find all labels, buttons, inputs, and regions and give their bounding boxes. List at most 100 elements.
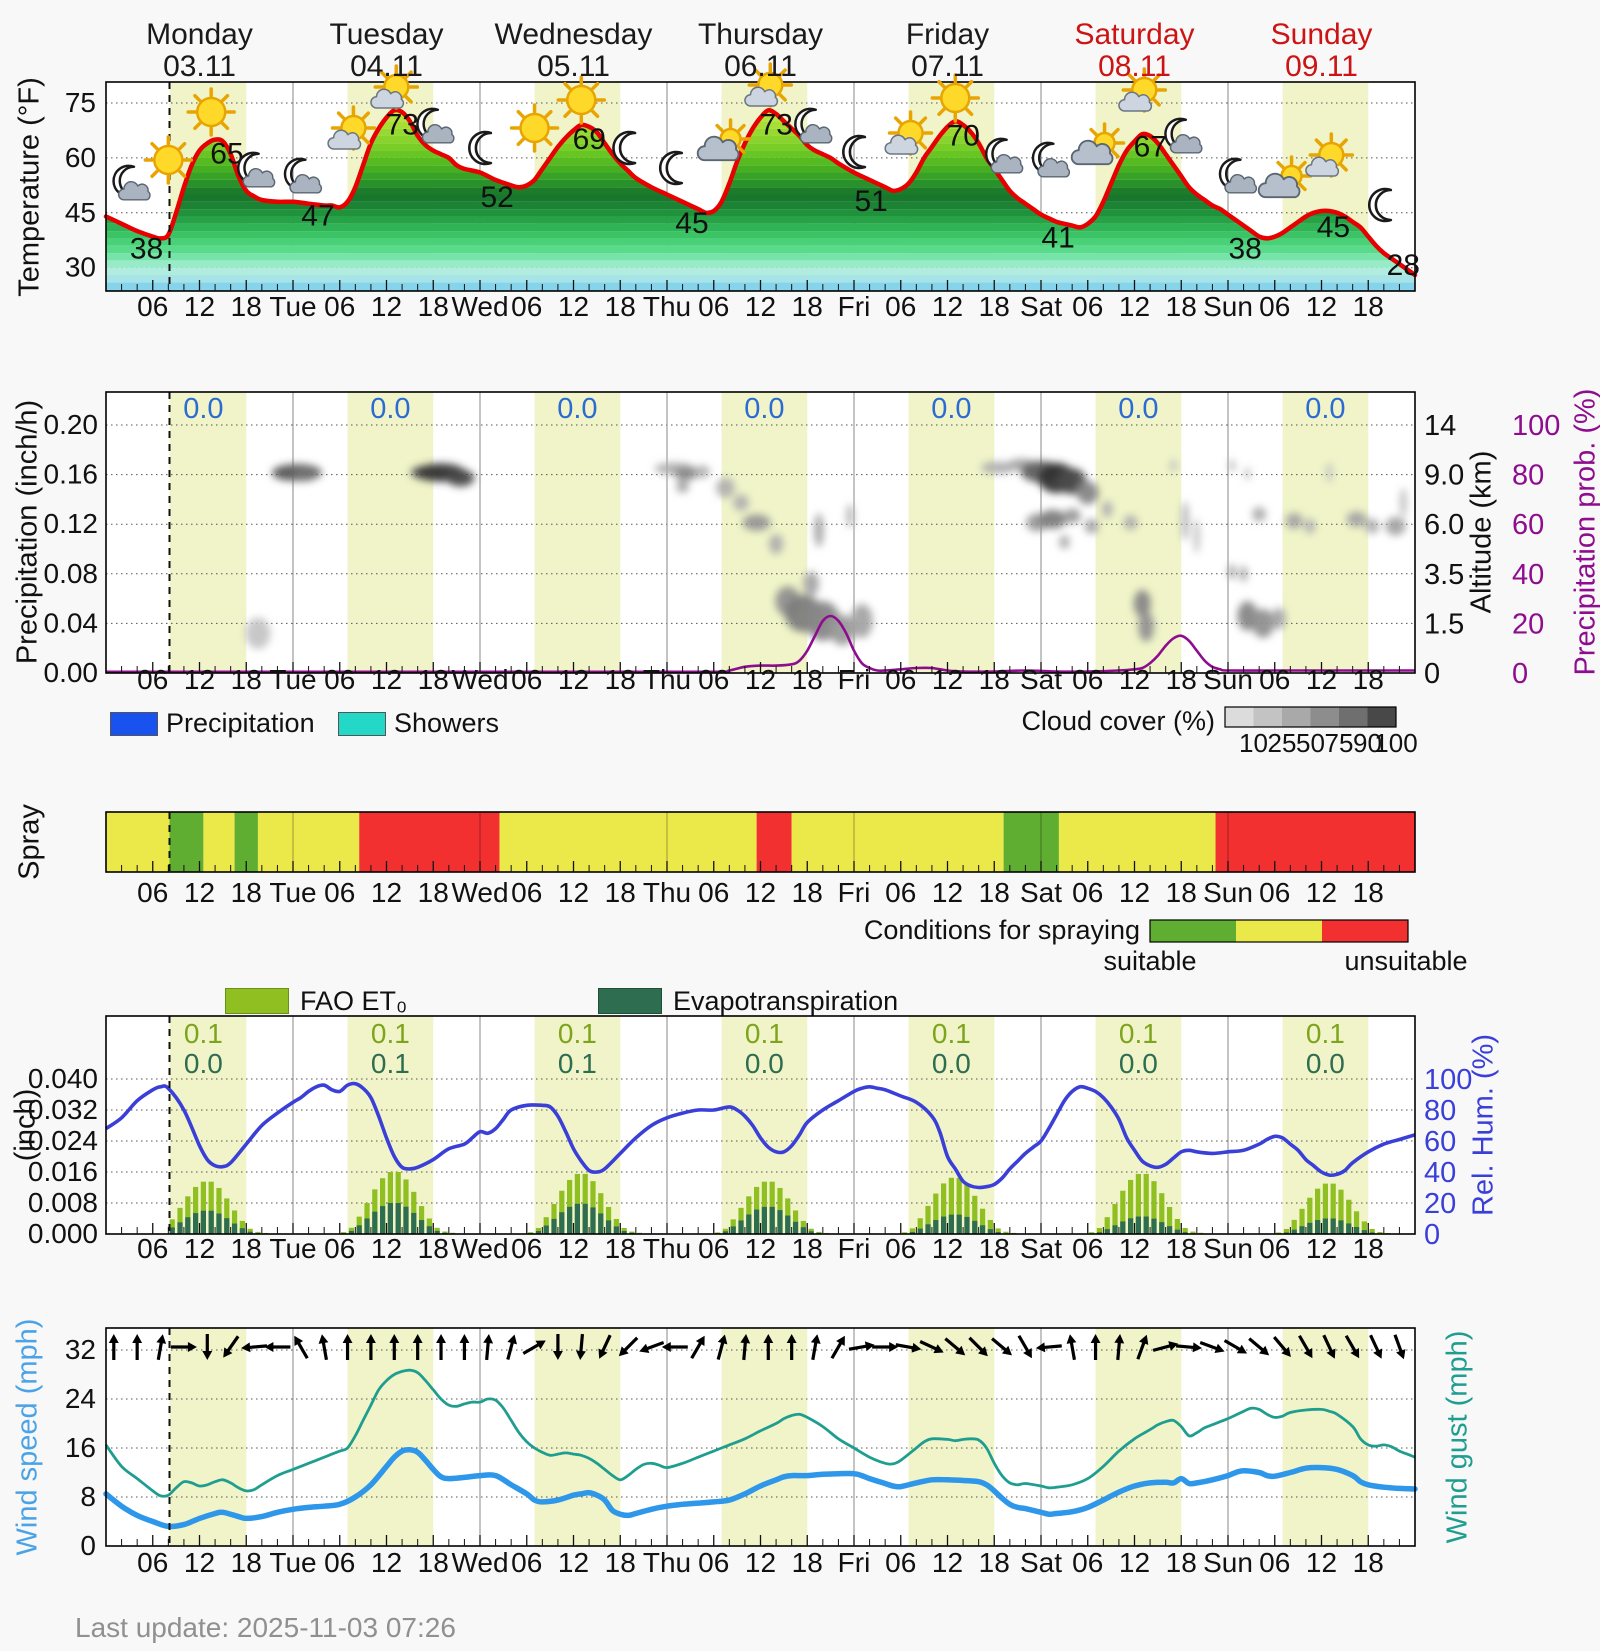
svg-text:0.1: 0.1 — [1119, 1018, 1158, 1049]
svg-text:Sun: Sun — [1203, 1233, 1253, 1264]
svg-text:45: 45 — [65, 197, 96, 228]
svg-text:06: 06 — [885, 1233, 916, 1264]
svg-text:0.20: 0.20 — [44, 409, 99, 440]
svg-text:18: 18 — [1166, 664, 1197, 695]
sun-cloud-icon — [884, 110, 934, 156]
svg-text:0.0: 0.0 — [1119, 1048, 1158, 1079]
svg-text:12: 12 — [1306, 1233, 1337, 1264]
svg-text:06: 06 — [511, 1547, 542, 1578]
svg-text:Thu: Thu — [643, 877, 691, 908]
svg-text:80: 80 — [1424, 1095, 1456, 1127]
svg-text:Thursday: Thursday — [698, 18, 823, 51]
svg-text:18: 18 — [605, 1547, 636, 1578]
sun-cloud-icon — [370, 64, 420, 110]
svg-text:0.04: 0.04 — [44, 607, 99, 638]
moon-cloud-icon — [283, 157, 323, 194]
svg-text:Fri: Fri — [838, 1233, 871, 1264]
svg-text:0: 0 — [1424, 658, 1440, 690]
moon-icon — [468, 130, 493, 166]
svg-text:0: 0 — [1424, 1219, 1440, 1251]
svg-text:51: 51 — [854, 185, 887, 218]
rel-hum-axis-title: Rel. Hum. (%) — [1467, 1033, 1500, 1217]
svg-text:0.0: 0.0 — [370, 393, 410, 425]
svg-text:12: 12 — [932, 1233, 963, 1264]
svg-text:18: 18 — [1353, 1233, 1384, 1264]
spray-segment-green — [1003, 812, 1059, 872]
svg-text:18: 18 — [792, 664, 823, 695]
svg-text:12: 12 — [1119, 291, 1150, 322]
svg-text:Wed: Wed — [451, 1547, 508, 1578]
svg-text:06.11: 06.11 — [724, 50, 797, 83]
svg-text:12: 12 — [558, 1233, 589, 1264]
svg-text:3.5: 3.5 — [1424, 559, 1464, 591]
svg-text:0.1: 0.1 — [371, 1048, 410, 1079]
fao-et0-legend-label: FAO ET₀ — [300, 986, 408, 1016]
svg-text:60: 60 — [1512, 509, 1544, 541]
wind-speed-axis-title: Wind speed (mph) — [11, 1318, 44, 1556]
precipitation-legend-label: Precipitation — [166, 708, 315, 738]
svg-text:06: 06 — [1259, 664, 1290, 695]
spray-segment-red — [359, 812, 500, 872]
svg-text:18: 18 — [1353, 664, 1384, 695]
svg-text:0.1: 0.1 — [558, 1018, 597, 1049]
spray-segment-green — [169, 812, 204, 872]
svg-text:18: 18 — [979, 1547, 1010, 1578]
svg-text:Sat: Sat — [1020, 877, 1062, 908]
svg-text:0.0: 0.0 — [745, 1048, 784, 1079]
svg-text:Sun: Sun — [1203, 664, 1253, 695]
spray-segment-yellow — [106, 812, 170, 872]
svg-text:18: 18 — [1166, 291, 1197, 322]
svg-text:45: 45 — [1317, 211, 1350, 244]
svg-text:Wednesday: Wednesday — [495, 18, 653, 51]
svg-text:38: 38 — [1228, 232, 1261, 265]
svg-text:12: 12 — [558, 664, 589, 695]
svg-text:Sun: Sun — [1203, 877, 1253, 908]
svg-text:Friday: Friday — [906, 18, 989, 51]
svg-text:Tuesday: Tuesday — [330, 18, 444, 51]
svg-text:Sat: Sat — [1020, 291, 1062, 322]
svg-text:45: 45 — [675, 207, 708, 240]
moon-icon — [612, 130, 637, 166]
svg-text:Fri: Fri — [838, 877, 871, 908]
svg-text:90: 90 — [1353, 728, 1382, 758]
svg-text:6.0: 6.0 — [1424, 509, 1464, 541]
spray-unsuitable-label: unsuitable — [1344, 946, 1468, 976]
svg-text:18: 18 — [1166, 877, 1197, 908]
svg-text:60: 60 — [65, 142, 96, 173]
svg-text:18: 18 — [418, 291, 449, 322]
svg-text:06: 06 — [1072, 1547, 1103, 1578]
svg-text:0.12: 0.12 — [44, 508, 99, 539]
moon-cloud-icon — [112, 164, 151, 201]
svg-text:Sat: Sat — [1020, 1547, 1062, 1578]
svg-text:18: 18 — [1353, 877, 1384, 908]
svg-text:70: 70 — [947, 119, 980, 152]
svg-text:12: 12 — [558, 1547, 589, 1578]
svg-text:12: 12 — [371, 877, 402, 908]
svg-text:0.0: 0.0 — [184, 1048, 223, 1079]
svg-text:28: 28 — [1387, 249, 1420, 282]
moon-icon — [842, 134, 867, 170]
svg-text:41: 41 — [1041, 221, 1074, 254]
svg-text:18: 18 — [231, 291, 262, 322]
svg-text:18: 18 — [605, 1233, 636, 1264]
svg-text:30: 30 — [65, 252, 96, 283]
svg-text:12: 12 — [932, 291, 963, 322]
svg-text:18: 18 — [605, 291, 636, 322]
svg-text:Thu: Thu — [643, 1233, 691, 1264]
svg-text:Saturday: Saturday — [1074, 18, 1194, 51]
svg-text:06: 06 — [1259, 1547, 1290, 1578]
svg-text:18: 18 — [1166, 1547, 1197, 1578]
svg-text:06: 06 — [511, 664, 542, 695]
et-bars — [169, 1172, 1391, 1234]
svg-text:12: 12 — [184, 1547, 215, 1578]
svg-text:Tue: Tue — [269, 1547, 316, 1578]
svg-text:Fri: Fri — [838, 664, 871, 695]
precipitation-swatch — [110, 712, 158, 736]
svg-text:18: 18 — [979, 291, 1010, 322]
svg-text:12: 12 — [1306, 291, 1337, 322]
moon-icon — [659, 150, 684, 186]
svg-text:12: 12 — [184, 664, 215, 695]
wind-direction-arrows — [108, 1333, 1406, 1361]
spray-segment-yellow — [203, 812, 235, 872]
